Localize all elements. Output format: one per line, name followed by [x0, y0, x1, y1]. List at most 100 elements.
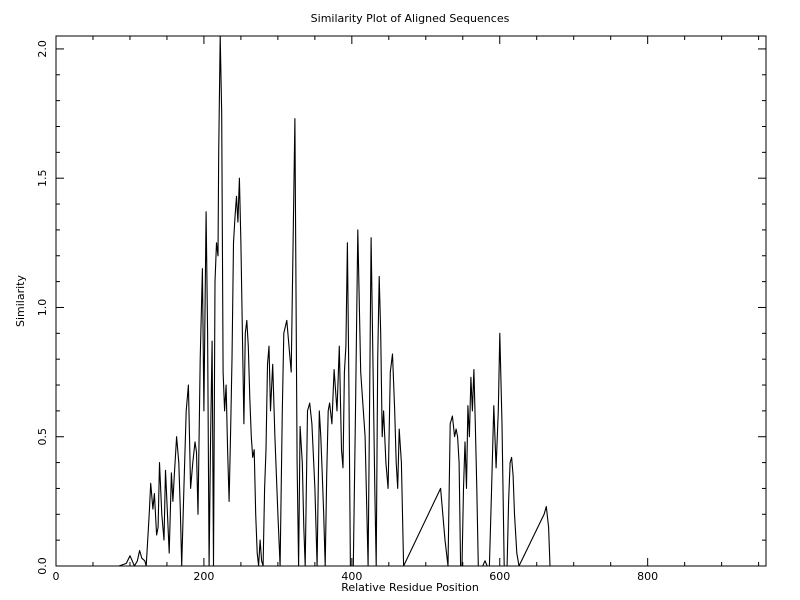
data-point — [383, 410, 384, 411]
data-point — [466, 488, 467, 489]
data-point — [303, 527, 304, 528]
data-point — [399, 428, 400, 429]
data-point — [265, 449, 266, 450]
data-point — [392, 353, 393, 354]
data-point — [161, 514, 162, 515]
data-point — [607, 0, 608, 1]
data-point — [544, 514, 545, 515]
data-point — [365, 436, 366, 437]
data-point — [548, 527, 549, 528]
data-point — [350, 565, 351, 566]
data-point — [224, 410, 225, 411]
data-point — [610, 0, 611, 1]
data-point — [617, 0, 618, 1]
data-point — [603, 0, 604, 1]
data-point — [257, 553, 258, 554]
data-point — [188, 384, 189, 385]
data-point — [496, 467, 497, 468]
data-point — [230, 436, 231, 437]
data-point — [487, 565, 488, 566]
axis-ticks — [56, 36, 766, 566]
data-point — [206, 211, 207, 212]
data-point — [227, 449, 228, 450]
data-point — [137, 560, 138, 561]
data-point — [360, 372, 361, 373]
data-point — [518, 565, 519, 566]
data-point — [221, 113, 222, 114]
data-point — [174, 475, 175, 476]
data-point — [55, 565, 56, 566]
data-point — [339, 346, 340, 347]
x-axis-label: Relative Residue Position — [341, 581, 479, 594]
data-point — [440, 488, 441, 489]
data-point — [472, 410, 473, 411]
data-point — [342, 467, 343, 468]
data-point — [552, 565, 553, 566]
data-point — [592, 0, 593, 1]
data-point — [254, 449, 255, 450]
data-point — [577, 0, 578, 1]
data-point — [382, 436, 383, 437]
data-point — [470, 377, 471, 378]
data-point — [248, 346, 249, 347]
data-point — [172, 501, 173, 502]
data-point — [274, 436, 275, 437]
data-point — [240, 242, 241, 243]
data-point — [459, 462, 460, 463]
data-point — [286, 320, 287, 321]
data-point — [475, 423, 476, 424]
data-point — [457, 436, 458, 437]
data-point — [144, 560, 145, 561]
data-point — [394, 410, 395, 411]
data-point — [625, 0, 626, 1]
data-point — [499, 333, 500, 334]
data-point — [555, 0, 556, 1]
data-point — [300, 426, 301, 427]
data-point — [200, 359, 201, 360]
data-point — [326, 475, 327, 476]
data-point — [317, 565, 318, 566]
data-point — [461, 565, 462, 566]
data-point — [558, 0, 559, 1]
y-tick-label: 0.5 — [36, 428, 49, 446]
y-tick-label: 0.0 — [36, 557, 49, 575]
data-point — [489, 565, 490, 566]
data-point — [513, 475, 514, 476]
data-point — [231, 359, 232, 360]
data-point — [171, 472, 172, 473]
data-point — [507, 565, 508, 566]
data-point — [186, 410, 187, 411]
data-point — [549, 565, 550, 566]
data-point — [403, 565, 404, 566]
data-point — [566, 0, 567, 1]
data-point — [203, 410, 204, 411]
data-point — [447, 565, 448, 566]
data-point — [207, 333, 208, 334]
data-point — [480, 565, 481, 566]
data-point — [351, 565, 352, 566]
data-point — [154, 493, 155, 494]
y-tick-label: 2.0 — [36, 40, 49, 58]
data-point — [476, 488, 477, 489]
data-point — [508, 501, 509, 502]
data-point — [307, 410, 308, 411]
data-point — [297, 462, 298, 463]
data-point — [454, 436, 455, 437]
data-point — [267, 364, 268, 365]
data-point — [229, 501, 230, 502]
data-point — [270, 410, 271, 411]
data-point — [347, 242, 348, 243]
data-point — [621, 0, 622, 1]
data-point — [298, 565, 299, 566]
data-point — [165, 470, 166, 471]
data-point — [246, 320, 247, 321]
data-point — [546, 506, 547, 507]
data-point — [214, 281, 215, 282]
data-point — [139, 550, 140, 551]
data-point — [463, 488, 464, 489]
y-tick-label: 1.0 — [36, 299, 49, 317]
data-point — [272, 364, 273, 365]
data-point — [456, 428, 457, 429]
data-point — [141, 558, 142, 559]
